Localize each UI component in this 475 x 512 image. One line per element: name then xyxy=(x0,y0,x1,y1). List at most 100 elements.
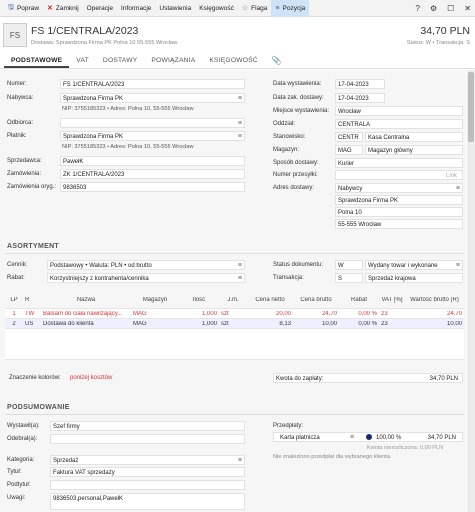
flag-button[interactable]: ☆ Flaga xyxy=(241,4,268,13)
list-icon[interactable]: ≡ xyxy=(455,262,460,269)
tytul-label: Tytuł: xyxy=(7,469,22,475)
tytul-field[interactable]: Faktura VAT sprzedaży xyxy=(50,467,245,477)
help-icon[interactable]: ? xyxy=(415,4,420,13)
zamowienia-oryg-field[interactable]: 9836503 xyxy=(60,182,245,192)
legend-link[interactable]: poniżej kosztów xyxy=(70,375,113,381)
cennik-field[interactable]: Podstawowy • Waluta: PLN • od brutto ≡ xyxy=(47,260,245,270)
rabat-field[interactable]: Korzystniejszy z kontrahenta/cennika ≡ xyxy=(47,273,245,283)
status-field[interactable]: Wydany towar i wykonane ≡ xyxy=(365,260,463,270)
divider xyxy=(5,414,464,415)
col-r[interactable]: R xyxy=(25,296,30,303)
przedplaty-label: Przedpłaty: xyxy=(273,423,304,429)
col-nazwa[interactable]: Nazwa xyxy=(76,296,96,303)
col-vat[interactable]: VAT [%] xyxy=(381,296,403,303)
table-empty-area[interactable] xyxy=(5,329,464,360)
list-icon[interactable]: ≡ xyxy=(237,120,242,127)
status-code[interactable]: W xyxy=(335,260,363,270)
list-icon[interactable]: ≡ xyxy=(237,275,242,282)
zamowienia-label: Zamówienia: xyxy=(7,171,42,177)
table-row[interactable]: 2 US Dostawa do klienta MAG 1,000 szt 8,… xyxy=(5,319,464,329)
list-icon[interactable]: ≡ xyxy=(455,185,460,192)
zamowienia-field[interactable]: ZK 1/CENTRALA/2023 xyxy=(60,169,245,179)
list-icon[interactable]: ≡ xyxy=(237,262,242,269)
gear-icon[interactable]: ⚙ xyxy=(429,4,438,13)
tab-bar: PODSTAWOWE VAT DOSTAWY POWIĄZANIA KSIĘGO… xyxy=(0,55,475,69)
maximize-icon[interactable]: ☐ xyxy=(447,4,455,13)
col-rabat[interactable]: Rabat xyxy=(350,296,367,303)
karta-percent: 100,00 % xyxy=(376,435,402,441)
odbiorca-field[interactable]: ≡ xyxy=(60,118,245,128)
kwota-label: Kwota do zapłaty: xyxy=(276,376,324,382)
menu-ksiegowosc[interactable]: Księgowość xyxy=(199,4,234,12)
paperclip-icon[interactable]: 📎 xyxy=(271,56,283,65)
scrollbar-thumb[interactable] xyxy=(468,72,474,142)
platnik-field[interactable]: Sprawdzona Firma PK ≡ xyxy=(60,131,245,141)
list-icon[interactable]: ≡ xyxy=(237,95,242,102)
zamowienia-oryg-label: Zamówienia oryg.: xyxy=(7,184,57,190)
menu-informacje[interactable]: Informacje xyxy=(121,4,152,12)
data-zak-field[interactable]: 17-04-2023 xyxy=(335,93,385,103)
sprzedawca-field[interactable]: PawełK xyxy=(60,156,245,166)
link-button[interactable]: Link xyxy=(445,173,457,179)
tab-podstawowe[interactable]: PODSTAWOWE xyxy=(4,54,70,68)
legend-label: Znaczenie kolorów: xyxy=(9,375,61,381)
col-cena-brutto[interactable]: Cena brutto xyxy=(300,296,332,303)
items-table: LP R Nazwa Magazyn Ilość J.m. Cena netto… xyxy=(5,291,464,360)
nabywca-label: Nabywca: xyxy=(7,95,34,101)
tab-dostawy[interactable]: DOSTAWY xyxy=(102,57,138,64)
kwota-box: Kwota do zapłaty: 34,70 PLN xyxy=(273,373,463,383)
save-button[interactable]: 🖫 Popraw xyxy=(8,3,40,12)
col-ilosc[interactable]: Ilość xyxy=(192,296,206,303)
table-row[interactable]: 1 TW Balsam do ciała nawilżający... MAG … xyxy=(5,309,464,319)
transakcja-code[interactable]: S xyxy=(335,273,363,283)
position-button[interactable]: ≡ Pozycja xyxy=(271,0,310,17)
wystawil-field[interactable]: Szef firmy xyxy=(50,421,245,431)
karta-row[interactable]: Karta płatnicza ≡ 100,00 % 34,70 PLN xyxy=(273,432,463,442)
oddzial-field[interactable]: CENTRALA xyxy=(335,119,463,129)
adres-line-3[interactable]: 55-555 Wrocław xyxy=(335,219,463,229)
miejsce-field[interactable]: Wrocław xyxy=(335,106,463,116)
scrollbar[interactable] xyxy=(467,70,475,512)
close-window-icon[interactable]: ✕ xyxy=(464,4,471,13)
stanowisko-field[interactable]: Kasa Centralna xyxy=(365,132,463,142)
stanowisko-code[interactable]: CENTR xyxy=(335,132,363,142)
list-icon[interactable]: ≡ xyxy=(237,457,242,464)
col-lp[interactable]: LP xyxy=(10,296,18,303)
cennik-label: Cennik: xyxy=(7,262,28,268)
adres-label: Adres dostawy: xyxy=(273,185,315,191)
total-amount: 34,70 PLN xyxy=(420,25,470,37)
sposob-field[interactable]: Kurier xyxy=(335,158,463,168)
asortyment-heading: ASORTYMENT xyxy=(7,243,59,250)
col-cena-netto[interactable]: Cena netto xyxy=(255,296,285,303)
summary-heading: PODSUMOWANIE xyxy=(7,404,70,411)
platnik-label: Płatnik: xyxy=(7,133,27,139)
transakcja-field[interactable]: Sprzedaż krajowa xyxy=(365,273,463,283)
adres-typ-field[interactable]: Nabywcy ≡ xyxy=(335,183,463,193)
tab-ksiegowosc[interactable]: KSIĘGOWOŚĆ xyxy=(209,57,258,64)
menu-operacje[interactable]: Operacje xyxy=(86,4,114,12)
nabywca-field[interactable]: Sprawdzona Firma PK ≡ xyxy=(60,93,245,103)
podtytul-field[interactable] xyxy=(50,480,245,490)
adres-line-2[interactable]: Polna 10 xyxy=(335,207,463,217)
list-icon[interactable]: ≡ xyxy=(349,434,354,441)
col-wartosc[interactable]: Wartość brutto (R) xyxy=(410,296,459,303)
tab-powiazania[interactable]: POWIĄZANIA xyxy=(151,57,196,64)
col-magazyn[interactable]: Magazyn xyxy=(142,296,168,303)
list-icon[interactable]: ≡ xyxy=(237,133,242,140)
star-icon: ☆ xyxy=(241,5,249,12)
col-jm[interactable]: J.m. xyxy=(227,296,239,303)
close-button[interactable]: ✕ Zamknij xyxy=(47,4,79,13)
document-header: FS FS 1/CENTRALA/2023 Dostawa: Sprawdzon… xyxy=(0,17,475,55)
menu-ustawienia[interactable]: Ustawienia xyxy=(159,4,192,12)
odebral-field[interactable] xyxy=(50,434,245,444)
kategoria-field[interactable]: Sprzedaż ≡ xyxy=(50,455,245,465)
data-wyst-field[interactable]: 17-04-2023 xyxy=(335,79,385,89)
numer-przesylki-field[interactable]: Link xyxy=(335,170,463,180)
magazyn-code[interactable]: MAG xyxy=(335,145,363,155)
numer-field[interactable]: FS 1/CENTRALA/2023 xyxy=(60,79,245,89)
uwagi-field[interactable]: 9836503,personal,PawełK xyxy=(50,493,245,510)
transakcja-label: Transakcja: xyxy=(273,275,304,281)
magazyn-field[interactable]: Magazyn główny xyxy=(365,145,463,155)
tab-vat[interactable]: VAT xyxy=(76,57,89,64)
adres-line-1[interactable]: Sprawdzona Firma PK xyxy=(335,195,463,205)
